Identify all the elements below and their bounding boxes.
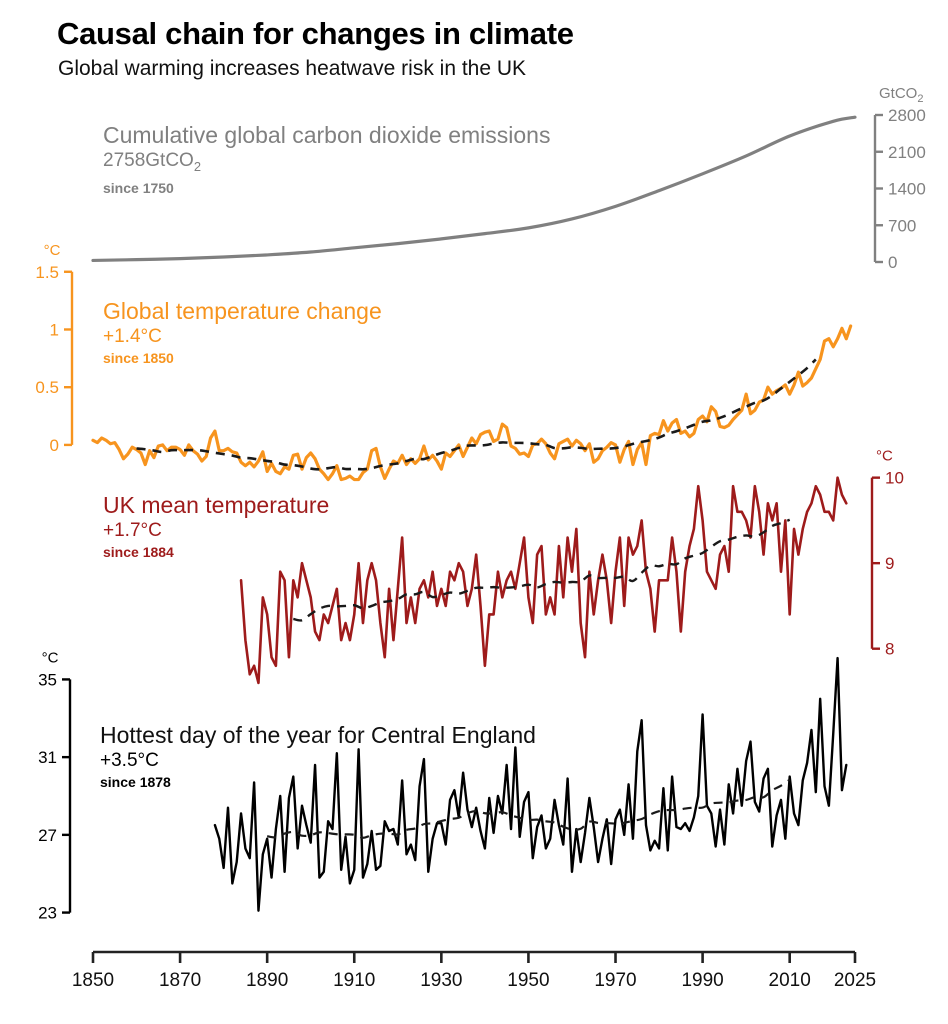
central-england-tick-label: 27 [38, 826, 57, 845]
central-england-value: +3.5°C [100, 750, 159, 771]
central-england-tick-label: 31 [38, 748, 57, 767]
uk-temp-series-line [239, 476, 848, 685]
global-temp-tick-label: 0 [50, 436, 59, 455]
uk-temp-value: +1.7°C [103, 520, 162, 541]
central-england-trend-line [266, 778, 791, 839]
uk-temp-tick-label: 10 [885, 469, 904, 488]
page-title: Causal chain for changes in climate [57, 16, 574, 51]
central-england-tick-label: 35 [38, 670, 57, 689]
co2-series-line [91, 115, 857, 263]
central-england-since: since 1878 [100, 774, 171, 790]
panel-label-co2: Cumulative global carbon dioxide emissio… [103, 122, 550, 197]
co2-tick-label: 0 [888, 253, 897, 272]
co2-since: since 1750 [103, 179, 174, 196]
global-temp-trend-line [136, 358, 817, 471]
global-temp-series-line [91, 324, 853, 482]
x-axis-tick-label: 1950 [507, 970, 549, 991]
x-axis-tick-label: 2025 [834, 970, 876, 991]
central-england-axis-unit: °C [42, 649, 59, 666]
co2-tick-label: 2800 [888, 106, 926, 125]
page-subtitle: Global warming increases heatwave risk i… [58, 57, 527, 80]
panel-label-uk-temp: UK mean temperature +1.7°C since 1884 [103, 492, 329, 561]
co2-tick-label: 700 [888, 216, 916, 235]
co2-value: 2758GtCO2 [103, 150, 202, 174]
co2-tick-label: 2100 [888, 143, 926, 162]
global-temp-axis-unit: °C [44, 242, 61, 259]
co2-axis-unit: GtCO2 [879, 85, 923, 105]
central-england-tick-label: 23 [38, 904, 57, 923]
uk-temp-tick-label: 9 [885, 554, 894, 573]
global-temp-tick-label: 1 [50, 320, 59, 339]
global-temp-since: since 1850 [103, 350, 174, 366]
x-axis-tick-label: 1890 [246, 970, 288, 991]
x-axis-tick-label: 1990 [681, 970, 723, 991]
central-england-series-line [213, 656, 848, 912]
co2-tick-label: 1400 [888, 180, 926, 199]
global-temp-label: Global temperature change [103, 298, 382, 324]
uk-temp-since: since 1884 [103, 544, 174, 560]
panel-label-central-england: Hottest day of the year for Central Engl… [100, 722, 536, 791]
co2-label: Cumulative global carbon dioxide emissio… [103, 122, 551, 148]
panel-label-global-temp: Global temperature change +1.4°C since 1… [103, 298, 382, 367]
uk-temp-tick-label: 8 [885, 640, 894, 659]
central-england-label: Hottest day of the year for Central Engl… [100, 722, 536, 748]
global-temp-tick-label: 0.5 [35, 378, 59, 397]
x-axis-tick-label: 1970 [594, 970, 636, 991]
co2-value-subscript: 2 [193, 158, 202, 174]
uk-temp-trend-line [293, 518, 791, 622]
x-axis-tick-label: 1850 [72, 970, 114, 991]
x-axis-tick-label: 1870 [159, 970, 201, 991]
x-axis-tick-label: 1930 [420, 970, 462, 991]
uk-temp-label: UK mean temperature [103, 492, 330, 518]
global-temp-value: +1.4°C [103, 326, 162, 347]
series-layer [91, 115, 857, 912]
axes-layer: 2800 2100 1400 700 0 GtCO2 1.5 1 0.5 0 °C 10 9 8 °C 35 3… [35, 85, 925, 991]
uk-temp-axis-unit: °C [876, 448, 893, 465]
x-axis-tick-label: 2010 [769, 970, 811, 991]
x-axis-tick-label: 1910 [333, 970, 375, 991]
global-temp-tick-label: 1.5 [35, 263, 59, 282]
